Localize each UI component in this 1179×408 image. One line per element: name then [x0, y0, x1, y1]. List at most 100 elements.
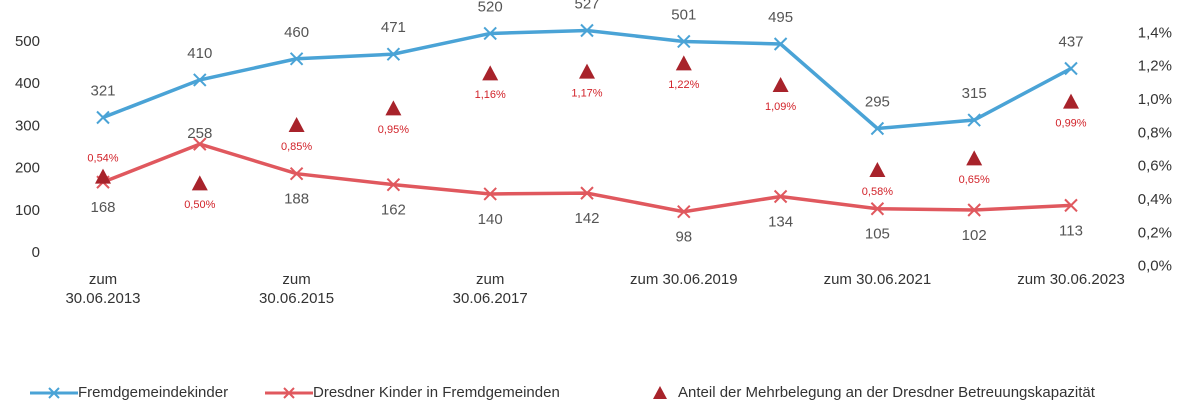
y-tick-label: 400 — [15, 75, 40, 92]
y-tick-label: 200 — [15, 160, 40, 177]
y2-tick-label: 1,2% — [1138, 58, 1172, 75]
x-marker — [967, 113, 981, 127]
x-marker — [193, 137, 207, 151]
x-marker — [483, 26, 497, 41]
data-label: 471 — [381, 19, 406, 36]
x-marker — [870, 202, 885, 216]
series-line — [102, 28, 1072, 131]
x-marker — [580, 186, 594, 200]
data-label: 134 — [768, 213, 793, 230]
x-tick-label-box: zum 30.06.2017 — [452, 271, 528, 307]
data-label: 501 — [671, 6, 696, 23]
x-tick-label-box: zum 30.06.2015 — [259, 271, 335, 307]
data-label: 0,54% — [87, 153, 118, 165]
data-label: 527 — [574, 0, 599, 12]
data-label: 162 — [381, 202, 406, 219]
data-label: 0,58% — [862, 186, 893, 198]
data-label: 102 — [962, 227, 987, 244]
data-label: 142 — [574, 210, 599, 227]
x-marker — [1064, 198, 1078, 213]
triangle-marker — [288, 117, 305, 132]
data-label: 1,17% — [571, 88, 602, 100]
triangle-marker — [191, 175, 208, 191]
x-tick-label: zum 30.06.2021 — [823, 271, 932, 288]
legend-marker — [653, 386, 667, 399]
data-label: 1,22% — [668, 79, 699, 91]
triangle-marker — [1063, 93, 1079, 109]
data-label: 460 — [284, 24, 309, 41]
legend-label: Fremdgemeindekinder — [78, 384, 228, 401]
x-marker — [1064, 61, 1078, 76]
x-tick-label: zum 30.06.2017 — [452, 271, 528, 307]
y2-tick-label: 0,8% — [1138, 124, 1172, 141]
x-marker — [483, 187, 497, 201]
legend-marker — [48, 387, 60, 399]
y2-tick-label: 1,0% — [1138, 91, 1172, 108]
x-marker — [96, 110, 110, 125]
x-marker — [870, 121, 885, 136]
x-tick-label: zum 30.06.2023 — [1017, 271, 1125, 288]
x-marker — [677, 34, 691, 49]
data-label: 321 — [90, 82, 115, 99]
data-label: 0,50% — [184, 199, 215, 211]
data-label: 168 — [90, 199, 115, 216]
x-tick-label: zum 30.06.2013 — [65, 271, 141, 307]
x-marker — [967, 203, 981, 217]
data-label: 315 — [962, 85, 987, 102]
triangle-marker — [579, 63, 595, 79]
x-tick-label: zum 30.06.2019 — [630, 271, 738, 288]
x-tick-label-box: zum 30.06.2021 — [823, 271, 932, 288]
x-marker — [773, 37, 788, 51]
y2-tick-label: 0,2% — [1138, 224, 1172, 241]
triangle-marker — [869, 162, 886, 177]
data-label: 295 — [865, 93, 890, 110]
y2-tick-label: 1,4% — [1138, 24, 1172, 41]
triangle-marker — [675, 55, 692, 71]
x-marker — [289, 166, 304, 181]
x-marker — [580, 23, 594, 38]
data-label: 258 — [187, 125, 212, 142]
data-label: 0,95% — [378, 124, 409, 136]
x-marker — [677, 204, 691, 219]
y-tick-label: 100 — [15, 202, 40, 219]
x-marker — [773, 189, 788, 204]
data-label: 0,85% — [281, 141, 312, 153]
data-label: 0,65% — [959, 174, 990, 186]
data-label: 1,09% — [765, 101, 796, 113]
data-label: 98 — [675, 229, 692, 246]
x-marker — [386, 177, 401, 192]
data-label: 140 — [478, 211, 503, 228]
data-label: 105 — [865, 226, 890, 243]
y-tick-label: 0 — [32, 244, 40, 261]
y-tick-label: 300 — [15, 117, 40, 134]
triangle-marker — [95, 168, 111, 184]
x-tick-label: zum 30.06.2015 — [259, 271, 335, 307]
x-marker — [193, 73, 207, 87]
x-marker — [386, 47, 401, 61]
data-label: 113 — [1059, 222, 1083, 239]
y2-tick-label: 0,0% — [1138, 258, 1172, 275]
legend-label: Dresdner Kinder in Fremdgemeinden — [313, 384, 560, 401]
triangle-marker — [966, 150, 983, 166]
data-label: 0,99% — [1055, 118, 1086, 130]
data-label: 495 — [768, 9, 793, 26]
data-label: 1,16% — [475, 89, 506, 101]
data-label: 410 — [187, 45, 212, 62]
y2-tick-label: 0,6% — [1138, 158, 1172, 175]
legend-marker — [283, 387, 295, 399]
series-line — [102, 142, 1072, 214]
data-label: 188 — [284, 191, 309, 208]
data-label: 437 — [1058, 33, 1083, 50]
x-tick-label-box: zum 30.06.2013 — [65, 271, 141, 307]
triangle-marker — [772, 77, 789, 92]
x-marker — [289, 52, 304, 66]
x-tick-label-box: zum 30.06.2023 — [1017, 271, 1125, 288]
triangle-marker — [482, 65, 499, 81]
legend-label: Anteil der Mehrbelegung an der Dresdner … — [678, 384, 1096, 401]
y2-tick-label: 0,4% — [1138, 191, 1172, 208]
y-tick-label: 500 — [15, 33, 40, 50]
triangle-marker — [385, 100, 402, 116]
data-label: 520 — [478, 0, 503, 15]
x-tick-label-box: zum 30.06.2019 — [630, 271, 738, 288]
